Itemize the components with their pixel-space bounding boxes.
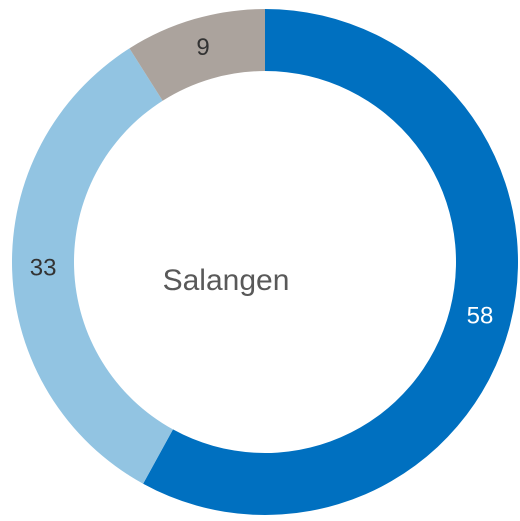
donut-segment bbox=[143, 9, 518, 515]
donut-segment bbox=[11, 48, 173, 484]
donut-segment bbox=[129, 9, 265, 101]
center-label: Salangen bbox=[163, 264, 290, 297]
value-label: 9 bbox=[196, 34, 209, 61]
value-label: 58 bbox=[467, 303, 494, 330]
value-label: 33 bbox=[30, 254, 57, 281]
